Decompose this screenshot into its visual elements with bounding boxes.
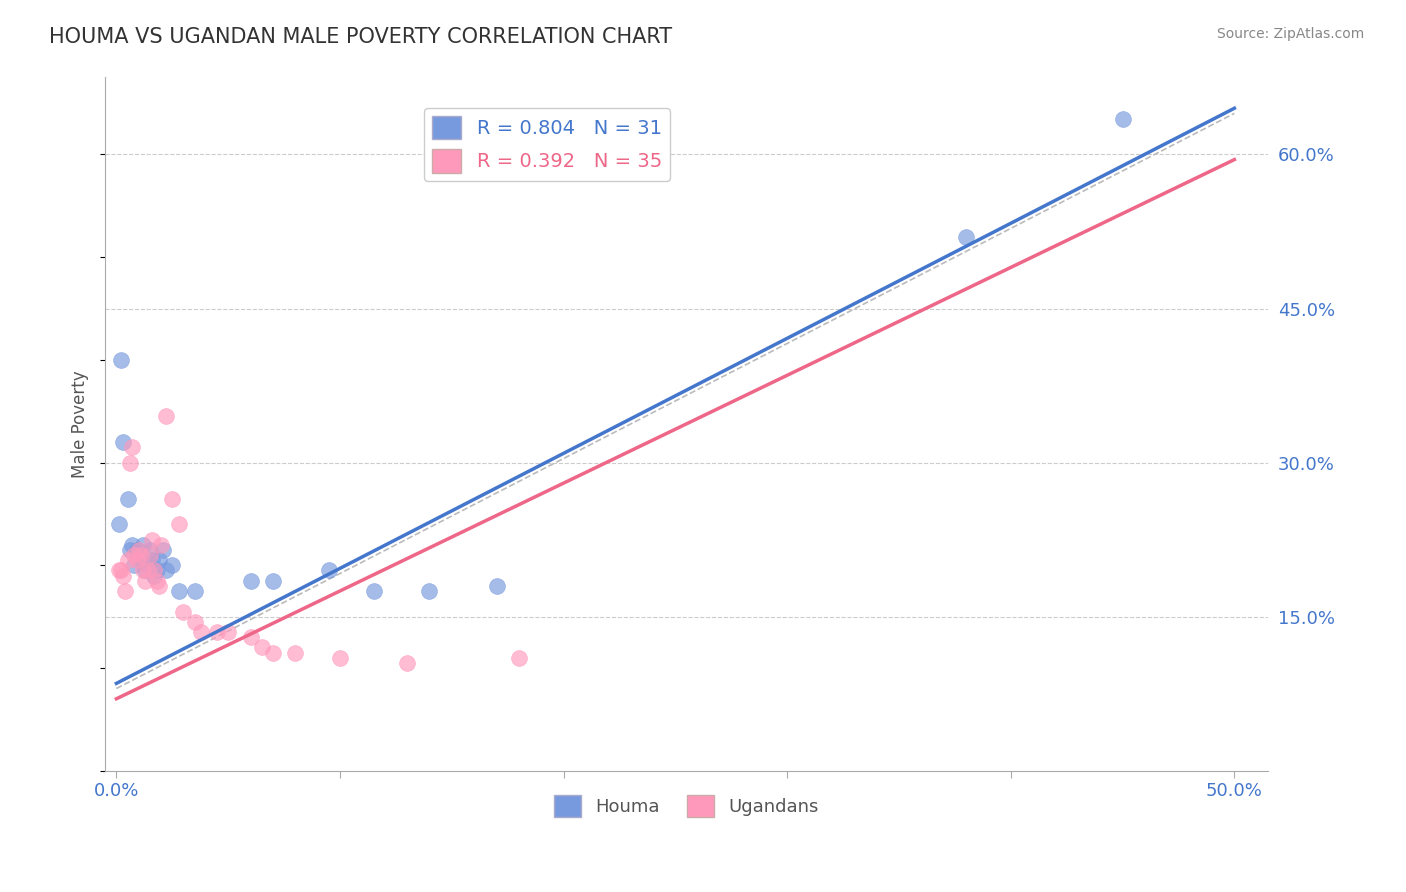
Point <box>148 553 170 567</box>
Point <box>107 517 129 532</box>
Point <box>162 558 184 573</box>
Point <box>128 542 150 557</box>
Point <box>150 538 173 552</box>
Point <box>190 625 212 640</box>
Point <box>183 584 205 599</box>
Point <box>396 656 419 670</box>
Point <box>124 558 146 573</box>
Point <box>508 650 530 665</box>
Point <box>124 548 146 562</box>
Point <box>121 440 143 454</box>
Point <box>107 563 129 577</box>
Point <box>125 553 148 567</box>
Point <box>167 517 190 532</box>
Point <box>239 574 262 588</box>
Point <box>155 563 177 577</box>
Point <box>141 553 163 567</box>
Point <box>329 650 352 665</box>
Point <box>134 574 156 588</box>
Point <box>136 558 159 573</box>
Point <box>110 563 132 577</box>
Point <box>152 542 174 557</box>
Point <box>118 456 141 470</box>
Point <box>129 553 152 567</box>
Point <box>485 579 508 593</box>
Point <box>239 630 262 644</box>
Point <box>134 563 156 577</box>
Y-axis label: Male Poverty: Male Poverty <box>72 370 89 478</box>
Point <box>132 538 155 552</box>
Point <box>145 574 167 588</box>
Point <box>1111 112 1133 126</box>
Point <box>418 584 440 599</box>
Text: Source: ZipAtlas.com: Source: ZipAtlas.com <box>1216 27 1364 41</box>
Point <box>955 229 977 244</box>
Point <box>114 584 136 599</box>
Point <box>183 615 205 629</box>
Text: HOUMA VS UGANDAN MALE POVERTY CORRELATION CHART: HOUMA VS UGANDAN MALE POVERTY CORRELATIO… <box>49 27 672 46</box>
Point <box>155 409 177 424</box>
Point <box>125 542 148 557</box>
Point <box>141 533 163 547</box>
Point <box>121 538 143 552</box>
Point <box>145 563 167 577</box>
Point <box>250 640 273 655</box>
Point <box>167 584 190 599</box>
Point <box>363 584 385 599</box>
Point <box>148 579 170 593</box>
Point <box>217 625 239 640</box>
Point <box>162 491 184 506</box>
Point <box>262 646 284 660</box>
Point <box>143 563 166 577</box>
Point <box>172 605 194 619</box>
Point <box>143 568 166 582</box>
Point <box>110 352 132 367</box>
Point <box>117 491 139 506</box>
Point <box>136 563 159 577</box>
Point <box>112 568 135 582</box>
Point <box>318 563 340 577</box>
Point <box>132 563 155 577</box>
Point <box>117 553 139 567</box>
Point <box>262 574 284 588</box>
Point <box>139 542 162 557</box>
Point <box>112 435 135 450</box>
Point <box>129 548 152 562</box>
Point <box>139 548 162 562</box>
Point <box>284 646 307 660</box>
Legend: Houma, Ugandans: Houma, Ugandans <box>547 788 827 824</box>
Point <box>128 548 150 562</box>
Point <box>118 542 141 557</box>
Point <box>205 625 228 640</box>
